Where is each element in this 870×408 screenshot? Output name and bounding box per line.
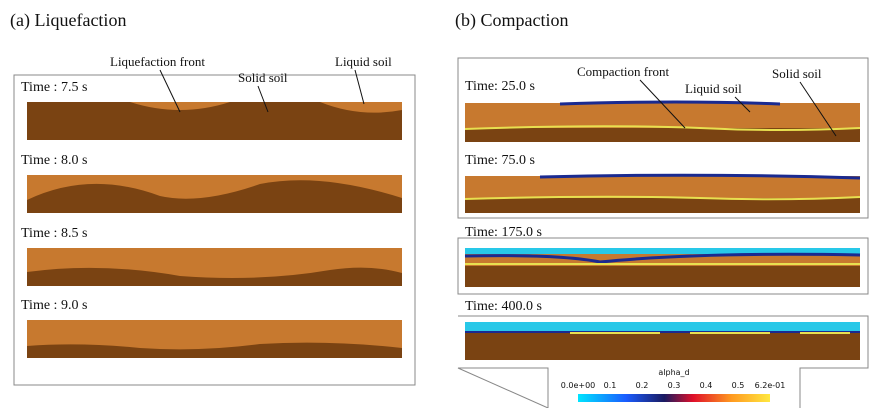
colorbar	[578, 394, 770, 402]
annotation: Liquid soil	[335, 54, 392, 69]
time-label: Time: 400.0 s	[465, 299, 542, 314]
colorbar-tick-label: 0.2	[636, 381, 649, 390]
strip	[465, 322, 860, 360]
colorbar-tick-label: 0.1	[604, 381, 617, 390]
annotation: Liquefaction front	[110, 54, 205, 69]
colorbar-tick-label: 0.4	[700, 381, 713, 390]
strip	[27, 102, 402, 140]
annotation: Liquid soil	[685, 81, 742, 96]
annotation: Solid soil	[238, 70, 288, 85]
colorbar-tick-label: 6.2e-01	[755, 381, 786, 390]
annotation: Compaction front	[577, 64, 669, 79]
time-label: Time: 175.0 s	[465, 225, 542, 240]
time-label: Time : 8.5 s	[21, 226, 87, 241]
strip	[27, 320, 402, 358]
panel-title: (b) Compaction	[455, 10, 568, 31]
time-label: Time: 25.0 s	[465, 79, 535, 94]
panel-title: (a) Liquefaction	[10, 10, 126, 31]
strip	[27, 175, 402, 213]
time-label: Time : 8.0 s	[21, 153, 87, 168]
strip	[465, 248, 860, 287]
strip	[465, 102, 860, 142]
annotation: Solid soil	[772, 66, 822, 81]
colorbar-tick-label: 0.0e+00	[561, 381, 596, 390]
colorbar-title: alpha_d	[658, 368, 689, 377]
figure: (a) Liquefaction Time : 7.5 s Time : 8.0…	[0, 0, 870, 408]
time-label: Time : 9.0 s	[21, 298, 87, 313]
time-label: Time : 7.5 s	[21, 80, 87, 95]
strip	[465, 175, 860, 213]
strip	[27, 248, 402, 286]
colorbar-tick-label: 0.5	[732, 381, 745, 390]
colorbar-tick-label: 0.3	[668, 381, 681, 390]
time-label: Time: 75.0 s	[465, 153, 535, 168]
